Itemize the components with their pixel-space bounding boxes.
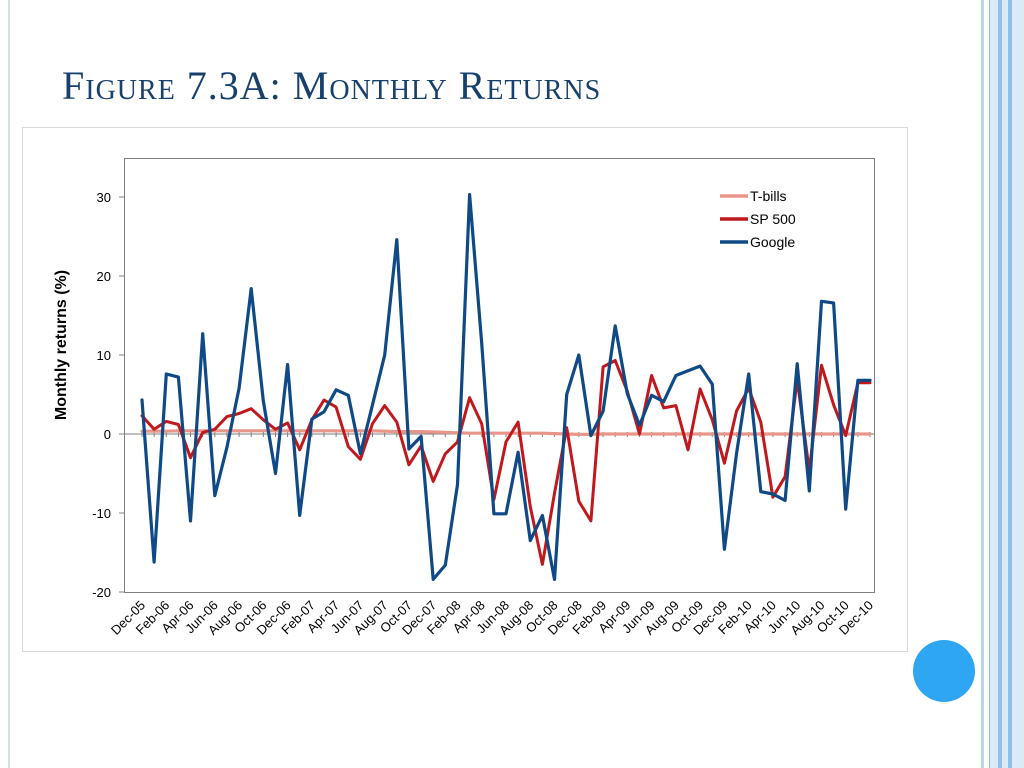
legend-label: Google: [750, 234, 795, 250]
legend: T-bills SP 500 Google: [720, 188, 796, 250]
accent-circle: [913, 640, 975, 702]
y-tick-label: 20: [97, 269, 111, 284]
side-rule-outer: [981, 0, 984, 768]
series-line-t-bills: [140, 429, 872, 436]
y-tick-label: 10: [97, 348, 111, 363]
y-axis-label: Monthly returns (%): [53, 270, 70, 420]
left-rule: [8, 0, 10, 768]
side-rule-inner-a: [998, 0, 1002, 768]
series-line-google: [140, 192, 872, 581]
y-tick-label: -10: [92, 506, 111, 521]
slide-title: Figure 7.3A: Monthly Returns: [62, 63, 602, 108]
y-tick-label: -20: [92, 585, 111, 600]
side-rule-inner-b: [1008, 0, 1012, 768]
y-tick-label: 30: [97, 190, 111, 205]
legend-label: SP 500: [750, 211, 796, 227]
side-rule-band: [989, 0, 1024, 768]
legend-label: T-bills: [750, 188, 787, 204]
y-tick-label: 0: [104, 427, 111, 442]
chart-frame: -20 -10 0 10 20 30 Dec-05 Feb-06 Apr-06 Jun-06 Au…: [22, 127, 908, 652]
